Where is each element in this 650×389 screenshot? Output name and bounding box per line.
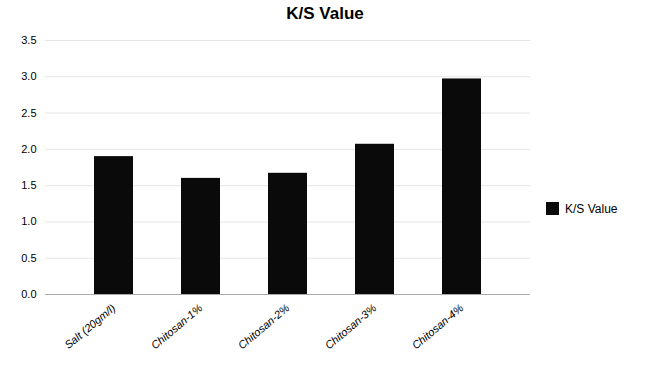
svg-text:1.0: 1.0 xyxy=(21,215,36,227)
svg-text:2.0: 2.0 xyxy=(21,143,36,155)
svg-text:Chitosan-2%: Chitosan-2% xyxy=(236,301,292,351)
svg-text:Chitosan-3%: Chitosan-3% xyxy=(323,301,379,351)
svg-text:0.5: 0.5 xyxy=(21,252,36,264)
svg-text:2.5: 2.5 xyxy=(21,107,36,119)
svg-text:1.5: 1.5 xyxy=(21,179,36,191)
html-text:K/S Value: K/S Value xyxy=(565,201,618,216)
svg-text:3.0: 3.0 xyxy=(21,70,36,82)
svg-text:Chitosan-4%: Chitosan-4% xyxy=(410,301,466,351)
svg-text:Chitosan-1%: Chitosan-1% xyxy=(149,301,205,351)
svg-text:0.0: 0.0 xyxy=(21,288,36,300)
svg-text:3.5: 3.5 xyxy=(21,34,36,46)
svg-text:Salt (20gm/l): Salt (20gm/l) xyxy=(62,301,118,350)
html-text:K/S Value: K/S Value xyxy=(286,4,364,23)
